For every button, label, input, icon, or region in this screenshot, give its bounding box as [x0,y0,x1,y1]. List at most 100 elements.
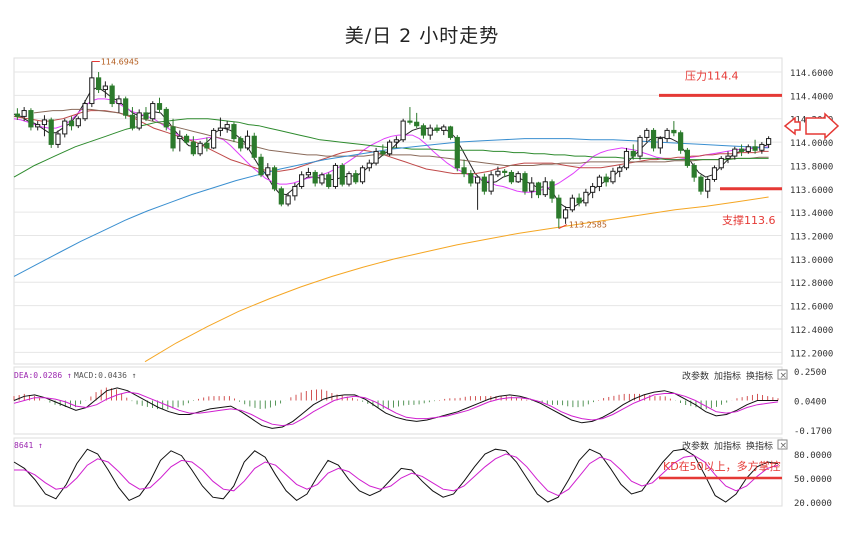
candle-body [48,119,54,145]
low-label: 113.2585 [569,221,607,230]
candle-body [292,185,298,197]
macd-dif-line [13,387,778,429]
candle-body [542,181,548,196]
macd-dea-line [13,391,779,427]
left-arrow-icon [783,116,801,136]
candle-body [468,173,474,184]
price-panel-frame [13,57,783,365]
candle-body [420,125,427,136]
candle-body [55,133,61,145]
candle-body [522,173,528,192]
candle-body [535,182,542,196]
candle-body [204,142,210,149]
candle-body [380,150,386,155]
candle-body [441,126,447,131]
candle-body [447,126,454,138]
candle-body [495,170,501,176]
price-tick-label: 112.4000 [790,326,833,336]
candle-body [766,138,772,145]
candle-body [705,178,711,192]
macd-add-indicator-button[interactable]: 加指标 [714,370,741,382]
candle-body [414,121,420,127]
candle-body [170,126,176,149]
candle-body [562,209,569,219]
macd-close-button[interactable]: × [780,371,788,381]
candle-body [109,85,115,105]
macd-value-legend: MACD:0.0436 ↑ [74,371,137,380]
macd-tick-label: 0.2500 [794,368,827,378]
candle-body [576,197,582,204]
candle-body [732,148,738,157]
price-tick-label: 113.0000 [790,256,833,266]
candle-body [752,146,758,151]
price-tick-label: 113.6000 [790,186,833,196]
candle-body [366,162,372,169]
candle-body [116,98,122,105]
candle-body [211,129,217,149]
candle-body [82,103,88,120]
candle-body [759,143,765,151]
candle-body [650,129,657,149]
kd-change-params-button[interactable]: 改参数 [682,440,709,452]
candle-body [549,181,555,199]
kd-switch-indicator-button[interactable]: 换指标 [746,440,773,452]
candle-body [529,182,535,192]
candle-body [644,129,650,138]
candle-body [68,120,75,127]
candle-body [583,191,589,204]
kd-annotation: KD在50以上，多方掌控 [663,459,781,473]
price-tick-label: 113.4000 [790,209,833,219]
candle-body [745,146,751,152]
candle-body [400,120,406,141]
right-arrow-icon [805,112,840,140]
candle-body [62,120,68,135]
candle-body [387,141,393,155]
candle-body [305,171,311,176]
candle-body [238,138,244,149]
candle-body [373,150,379,164]
candle-body [326,174,332,187]
price-tick-label: 112.2000 [790,349,833,359]
candle-body [502,170,508,173]
candle-body [96,77,102,91]
page-title: 美/日 2 小时走势 [344,25,500,47]
candle-body [271,167,278,190]
candle-body [569,197,575,211]
kd-tick-label: 80.0000 [794,451,832,461]
candle-body [224,124,230,129]
kd-close-button[interactable]: × [780,441,788,451]
candle-body [35,124,41,128]
candle-body [136,112,142,129]
candle-body [143,112,149,120]
price-tick-label: 114.0000 [790,139,833,149]
candle-body [481,176,487,192]
kd-close-box [777,439,788,450]
candle-body [265,167,271,176]
candle-body [339,164,345,185]
candle-body [657,138,663,149]
macd-change-params-button[interactable]: 改参数 [682,370,709,382]
candle-body [258,156,264,176]
price-tick-label: 114.6000 [790,69,833,79]
candle-body [508,171,515,183]
candle-body [102,85,108,91]
candle-body [454,136,460,169]
candle-body [684,149,690,166]
candle-body [623,150,630,169]
candle-body [332,164,339,187]
macd-switch-indicator-button[interactable]: 换指标 [746,370,773,382]
kd-add-indicator-button[interactable]: 加指标 [714,440,741,452]
candle-body [691,164,697,178]
candle-body [75,118,81,127]
candle-body [197,142,203,155]
kd-k-line [13,448,779,503]
price-tick-label: 113.8000 [790,162,833,172]
candle-body [123,98,129,116]
candle-body [177,135,183,140]
kd-d-line [14,453,779,497]
candle-body [671,129,677,134]
candle-body [637,136,643,157]
price-tick-label: 112.8000 [790,279,833,289]
price-tick-label: 113.2000 [790,233,833,243]
